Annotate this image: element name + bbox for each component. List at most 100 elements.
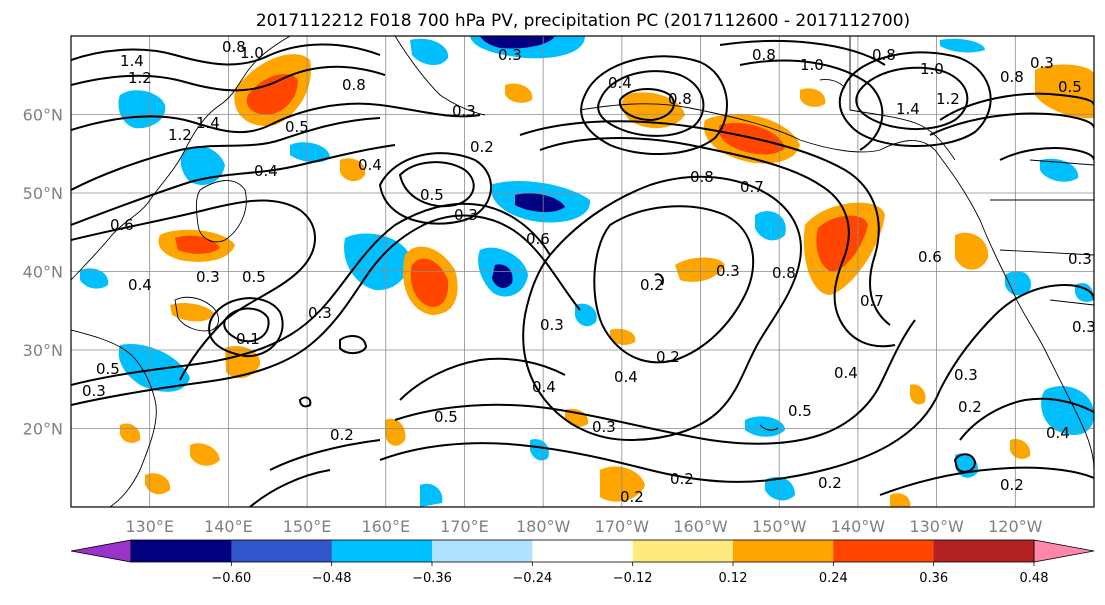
contour-label: 0.5 bbox=[285, 118, 309, 136]
contour-label: 0.2 bbox=[670, 470, 694, 488]
lat-tick-label: 50°N bbox=[23, 184, 63, 203]
contour-label: 1.0 bbox=[240, 44, 264, 62]
contour-label: 1.0 bbox=[800, 56, 824, 74]
pv-contours bbox=[71, 40, 1094, 507]
shade-pos-orange bbox=[1035, 64, 1094, 119]
contour-label: 0.5 bbox=[788, 402, 812, 420]
contour-label: 0.8 bbox=[872, 46, 896, 64]
shade-neg-blue bbox=[1075, 283, 1094, 303]
shade-neg-navy bbox=[515, 193, 565, 213]
lat-tick-label: 20°N bbox=[23, 420, 63, 439]
shade-pos-orange bbox=[385, 418, 406, 446]
contour-label: 0.5 bbox=[242, 268, 266, 286]
map-panel: 1.4 1.2 1.2 1.4 0.8 1.0 0.5 0.8 0.4 0.6 … bbox=[70, 35, 1095, 508]
contour-label: 0.8 bbox=[222, 38, 246, 56]
colorbar-tick-label: −0.24 bbox=[512, 571, 552, 586]
contour-label: 0.6 bbox=[526, 230, 550, 248]
shade-neg-blue bbox=[180, 145, 225, 185]
lon-tick-label: 160°W bbox=[673, 517, 728, 536]
colorbar-tick-label: −0.12 bbox=[613, 571, 653, 586]
shade-neg-blue bbox=[755, 211, 786, 241]
colorbar-tick-label: 0.12 bbox=[719, 571, 748, 586]
lon-tick-label: 120°W bbox=[988, 517, 1043, 536]
colorbar-extend-low bbox=[70, 539, 132, 563]
contour-label: 0.8 bbox=[772, 264, 796, 282]
contour-label: 0.6 bbox=[918, 248, 942, 266]
contour-label: 0.3 bbox=[540, 316, 564, 334]
contour-label: 0.8 bbox=[752, 46, 776, 64]
contour-label: 1.4 bbox=[896, 100, 920, 118]
shade-pos-orange bbox=[800, 88, 826, 107]
contour-label: 0.1 bbox=[236, 330, 260, 348]
shade-neg-navy bbox=[492, 264, 513, 289]
contour-label: 0.3 bbox=[82, 382, 106, 400]
colorbar-tick-label: −0.60 bbox=[211, 571, 251, 586]
contour-label: 0.4 bbox=[532, 378, 556, 396]
shade-pos-orange bbox=[190, 443, 220, 466]
contour-label: 0.8 bbox=[342, 76, 366, 94]
shade-neg-blue bbox=[420, 483, 443, 507]
colorbar-segment bbox=[331, 540, 433, 562]
colorbar-segment bbox=[933, 540, 1035, 562]
contour-label: 0.5 bbox=[420, 186, 444, 204]
shade-neg-blue bbox=[530, 439, 549, 461]
contour-label: 0.5 bbox=[96, 360, 120, 378]
lon-tick-label: 150°W bbox=[752, 517, 807, 536]
contour-label: 0.3 bbox=[1030, 54, 1054, 72]
colorbar-segment bbox=[632, 540, 734, 562]
contour-label: 0.3 bbox=[454, 206, 478, 224]
colorbar: −0.60 −0.48 −0.36 −0.24 −0.12 0.12 0.24 0.36 0.4… bbox=[70, 539, 1095, 586]
contour-label: 0.7 bbox=[860, 292, 884, 310]
shade-neg-navy bbox=[480, 36, 555, 49]
shade-pos-orange bbox=[890, 493, 911, 507]
colorbar-tick-label: 0.24 bbox=[819, 571, 848, 586]
figure-title: 2017112212 F018 700 hPa PV, precipitatio… bbox=[256, 11, 910, 31]
shade-neg-blue bbox=[940, 38, 985, 53]
shade-pos-orange bbox=[675, 257, 725, 282]
contour-label: 0.8 bbox=[1000, 68, 1024, 86]
lat-tick-label: 60°N bbox=[23, 106, 63, 125]
lon-tick-label: 140°E bbox=[204, 517, 253, 536]
colorbar-segment bbox=[131, 540, 232, 562]
longitude-tick-labels: 130°E 140°E 150°E 160°E 170°E 180°W 170°W 160°W… bbox=[125, 517, 1042, 536]
latitude-tick-labels: 60°N 50°N 40°N 30°N 20°N bbox=[23, 106, 63, 439]
contour-label: 1.4 bbox=[196, 114, 220, 132]
contour-label: 0.2 bbox=[818, 474, 842, 492]
contour-label: 0.2 bbox=[958, 398, 982, 416]
contour-label: 0.4 bbox=[834, 364, 858, 382]
colorbar-tick-label: −0.48 bbox=[312, 571, 352, 586]
contour-label: 0.3 bbox=[716, 262, 740, 280]
lon-tick-label: 130°W bbox=[909, 517, 964, 536]
lon-tick-label: 150°E bbox=[283, 517, 332, 536]
contour-label: 0.2 bbox=[620, 488, 644, 506]
colorbar-segment bbox=[833, 540, 935, 562]
shade-pos-red bbox=[816, 215, 868, 272]
shade-neg-blue bbox=[118, 344, 190, 392]
shade-pos-orange bbox=[170, 303, 215, 322]
contour-label: 0.4 bbox=[1046, 424, 1070, 442]
lon-tick-label: 130°E bbox=[125, 517, 174, 536]
contour-label: 0.4 bbox=[608, 74, 632, 92]
shade-pos-orange bbox=[600, 466, 645, 502]
shade-pos-red bbox=[410, 258, 449, 307]
lon-tick-label: 140°W bbox=[831, 517, 886, 536]
contour-label: 0.3 bbox=[592, 418, 616, 436]
shade-neg-blue bbox=[1040, 158, 1079, 182]
contour-label: 0.3 bbox=[498, 46, 522, 64]
shade-pos-orange bbox=[910, 384, 926, 405]
contour-label: 0.4 bbox=[128, 276, 152, 294]
colorbar-segment bbox=[532, 540, 634, 562]
shade-neg-blue bbox=[765, 476, 795, 501]
contour-label: 0.3 bbox=[1068, 250, 1092, 268]
contour-label: 0.3 bbox=[196, 268, 220, 286]
contour-label: 0.4 bbox=[614, 368, 638, 386]
contour-label: 1.0 bbox=[920, 60, 944, 78]
map-frame bbox=[70, 35, 1095, 508]
contour-label: 0.5 bbox=[1058, 78, 1082, 96]
colorbar-tick-label: −0.36 bbox=[412, 571, 452, 586]
shade-neg-blue bbox=[745, 416, 785, 437]
contour-label: 1.2 bbox=[128, 69, 152, 87]
lat-tick-label: 40°N bbox=[23, 263, 63, 282]
